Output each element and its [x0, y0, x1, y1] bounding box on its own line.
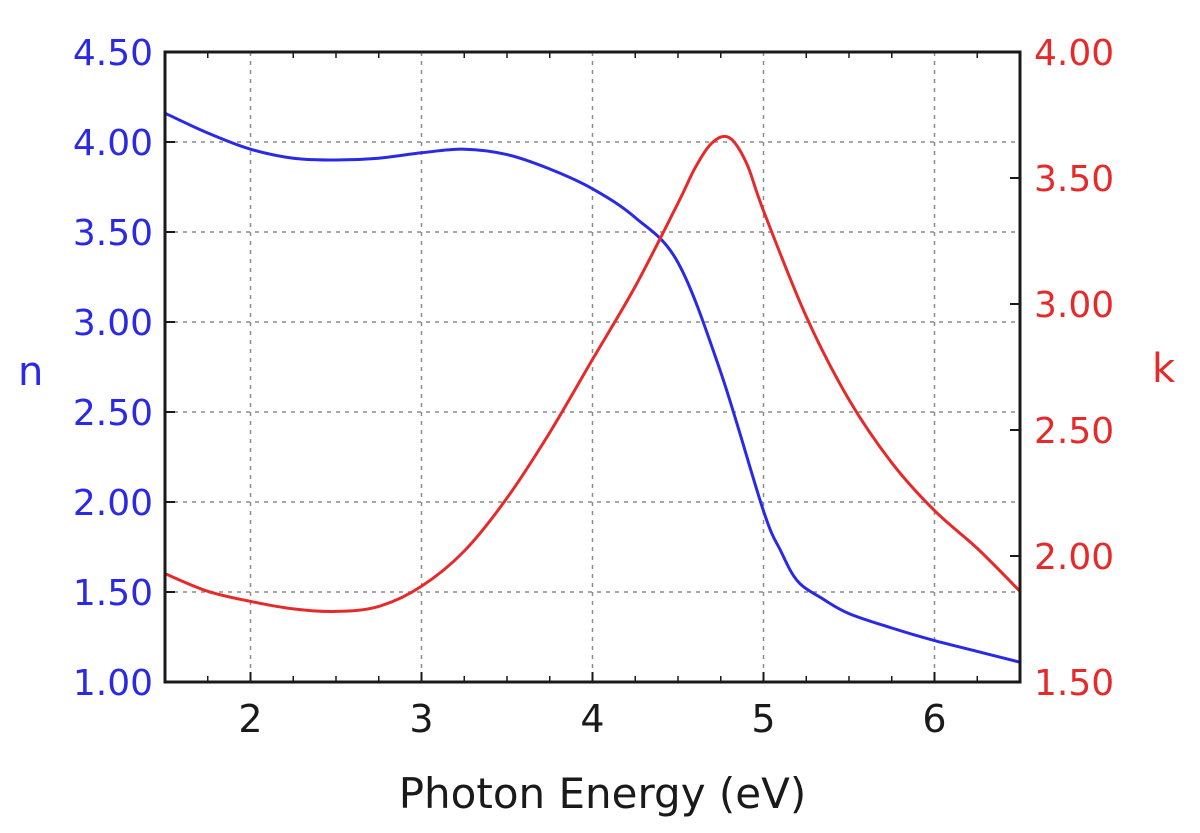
x-tick-label: 2 [238, 697, 262, 741]
x-tick-label: 5 [751, 697, 775, 741]
x-tick-label: 6 [922, 697, 946, 741]
x-tick-label: 3 [409, 697, 433, 741]
series-layer [163, 111, 1022, 664]
y-right-tick-label: 1.50 [1034, 663, 1114, 704]
y-left-tick-label: 2.50 [73, 393, 153, 434]
y-right-tick-label: 4.00 [1034, 33, 1114, 74]
x-axis-title: Photon Energy (eV) [399, 769, 807, 818]
y-right-axis-title: k [1152, 346, 1176, 392]
series-line-k [163, 134, 1022, 614]
y-right-tick-label: 2.50 [1034, 411, 1114, 452]
y-left-tick-label: 4.50 [73, 33, 153, 74]
y-left-tick-label: 3.00 [73, 303, 153, 344]
y-right-tick-label: 3.50 [1034, 159, 1114, 200]
y-left-tick-label: 4.00 [73, 123, 153, 164]
series-line-n [163, 111, 1022, 664]
tick-layer: 2 3 4 5 6 1.00 1.50 2.00 2.50 3.00 3.50 4.00 4.50 1.5… [73, 33, 1114, 741]
y-right-tick-label: 2.00 [1034, 537, 1114, 578]
y-left-tick-label: 3.50 [73, 213, 153, 254]
y-left-tick-label: 1.00 [73, 663, 153, 704]
y-left-tick-label: 1.50 [73, 573, 153, 614]
grid-layer [165, 52, 1020, 682]
y-left-axis-title: n [18, 349, 43, 395]
x-tick-label: 4 [580, 697, 604, 741]
y-left-tick-label: 2.00 [73, 483, 153, 524]
y-right-tick-label: 3.00 [1034, 285, 1114, 326]
